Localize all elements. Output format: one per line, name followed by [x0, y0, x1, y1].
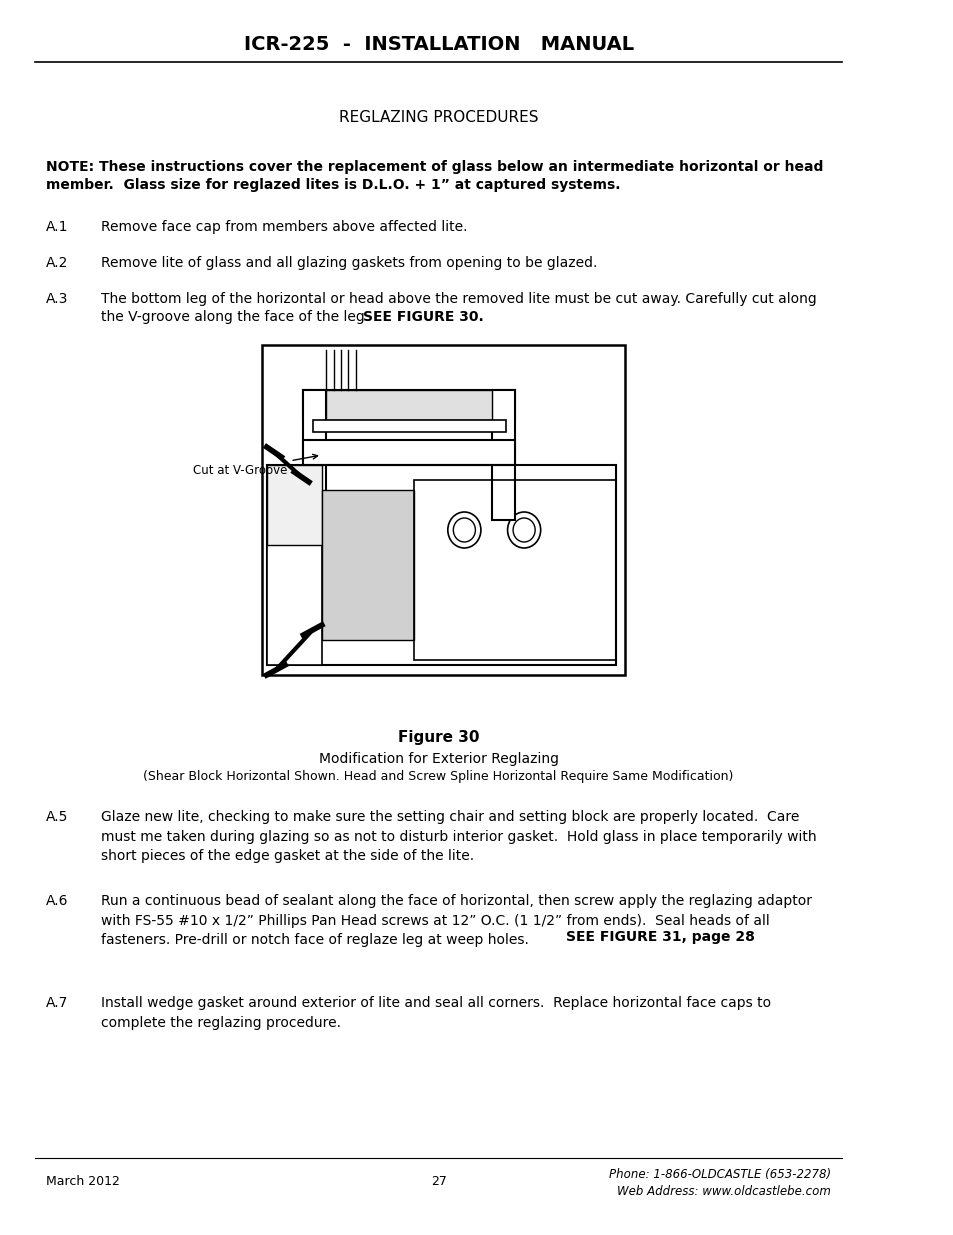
- Text: A.2: A.2: [46, 256, 69, 270]
- Text: March 2012: March 2012: [46, 1174, 120, 1188]
- Bar: [414, 480, 616, 659]
- Text: A.6: A.6: [46, 894, 69, 908]
- Text: REGLAZING PROCEDURES: REGLAZING PROCEDURES: [338, 110, 537, 126]
- Bar: [303, 390, 515, 420]
- Text: The bottom leg of the horizontal or head above the removed lite must be cut away: The bottom leg of the horizontal or head…: [101, 291, 816, 306]
- Bar: [267, 466, 321, 545]
- Text: A.1: A.1: [46, 220, 69, 233]
- Bar: [303, 440, 515, 466]
- Bar: [313, 420, 505, 432]
- Text: A.3: A.3: [46, 291, 69, 306]
- Text: the V-groove along the face of the leg.: the V-groove along the face of the leg.: [101, 310, 377, 324]
- Text: SEE FIGURE 31, page 28: SEE FIGURE 31, page 28: [565, 930, 754, 944]
- Text: Figure 30: Figure 30: [397, 730, 478, 745]
- Text: Phone: 1-866-OLDCASTLE (653-2278): Phone: 1-866-OLDCASTLE (653-2278): [608, 1168, 830, 1181]
- Text: SEE FIGURE 30.: SEE FIGURE 30.: [363, 310, 483, 324]
- Text: Install wedge gasket around exterior of lite and seal all corners.  Replace hori: Install wedge gasket around exterior of …: [101, 995, 770, 1030]
- Text: Glaze new lite, checking to make sure the setting chair and setting block are pr: Glaze new lite, checking to make sure th…: [101, 810, 816, 863]
- Text: Web Address: www.oldcastlebe.com: Web Address: www.oldcastlebe.com: [617, 1186, 830, 1198]
- Text: Run a continuous bead of sealant along the face of horizontal, then screw apply : Run a continuous bead of sealant along t…: [101, 894, 811, 947]
- Bar: [326, 390, 492, 420]
- Text: 27: 27: [430, 1174, 446, 1188]
- Text: A.5: A.5: [46, 810, 69, 824]
- Bar: [321, 490, 414, 640]
- Text: Modification for Exterior Reglazing: Modification for Exterior Reglazing: [318, 752, 558, 766]
- Bar: [492, 390, 515, 520]
- Text: Cut at V-Groove: Cut at V-Groove: [193, 454, 317, 477]
- Bar: [303, 390, 326, 520]
- Text: Remove lite of glass and all glazing gaskets from opening to be glazed.: Remove lite of glass and all glazing gas…: [101, 256, 597, 270]
- Text: member.  Glass size for reglazed lites is D.L.O. + 1” at captured systems.: member. Glass size for reglazed lites is…: [46, 178, 619, 191]
- Text: (Shear Block Horizontal Shown. Head and Screw Spline Horizontal Require Same Mod: (Shear Block Horizontal Shown. Head and …: [143, 769, 733, 783]
- Text: A.7: A.7: [46, 995, 69, 1010]
- Text: Remove face cap from members above affected lite.: Remove face cap from members above affec…: [101, 220, 467, 233]
- Bar: [262, 345, 624, 676]
- Bar: [267, 466, 321, 664]
- Text: NOTE: These instructions cover the replacement of glass below an intermediate ho: NOTE: These instructions cover the repla…: [46, 161, 822, 174]
- Bar: [267, 466, 616, 664]
- Text: ICR-225  -  INSTALLATION   MANUAL: ICR-225 - INSTALLATION MANUAL: [243, 36, 633, 54]
